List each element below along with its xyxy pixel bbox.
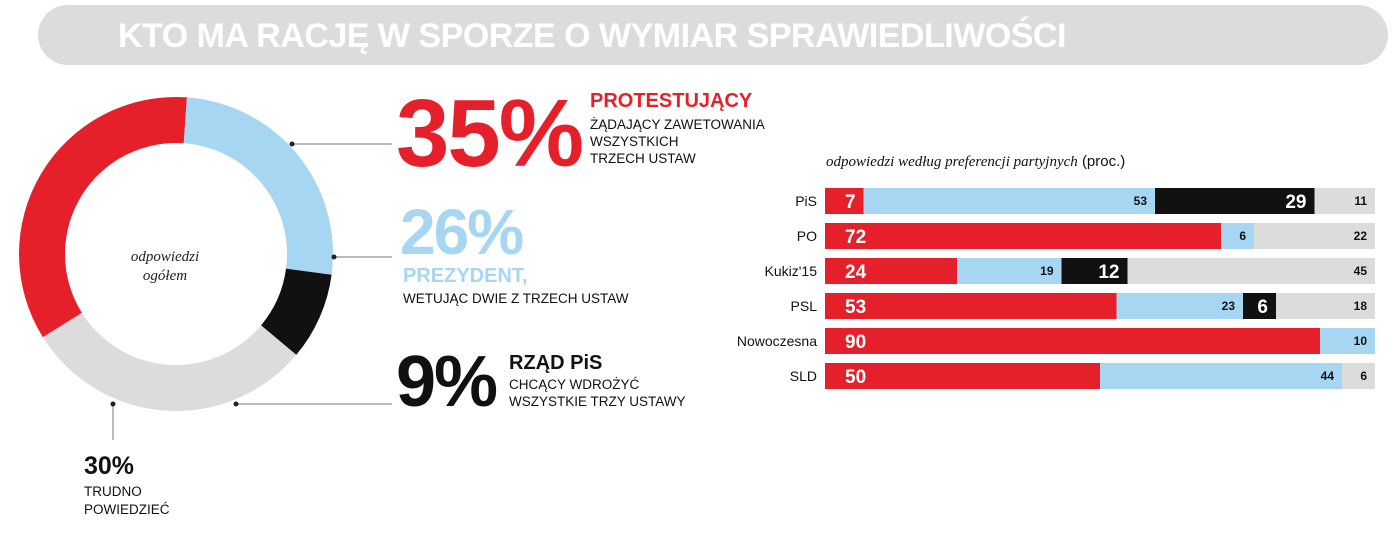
bar-segment-trudno [1254, 223, 1375, 249]
protestujacy-pct: 35% [396, 80, 584, 187]
protestujacy-desc-line3: trzech ustaw [590, 151, 696, 166]
bar-segment-protestujacy [825, 223, 1221, 249]
bar-value-prezydent: 6 [1239, 229, 1246, 243]
breakdown-subtitle-text: odpowiedzi według preferencji partyjnych [826, 154, 1078, 170]
bar-value-trudno: 18 [1354, 299, 1368, 313]
leader-dot-protestujacy [289, 141, 295, 147]
title-banner: KTO MA RACJĘ W SPORZE O WYMIAR SPRAWIEDL… [38, 5, 1388, 65]
bar-value-rzad: 29 [1285, 192, 1306, 213]
party-label: PSL [791, 298, 818, 314]
bar-segment-prezydent [1100, 363, 1342, 389]
rzad-pct: 9% [396, 342, 498, 422]
rzad-desc: chcący wdrożyć wszystkie trzy ustawy [509, 376, 686, 410]
trudno-pct: 30% [84, 452, 135, 480]
bar-segment-protestujacy [825, 328, 1320, 354]
party-label: SLD [790, 368, 817, 384]
donut-chart [19, 96, 392, 440]
breakdown-subtitle-unit: (proc.) [1081, 153, 1126, 170]
bar-segment-trudno [1127, 258, 1375, 284]
page-title: KTO MA RACJĘ W SPORZE O WYMIAR SPRAWIEDL… [118, 17, 1066, 55]
bar-segment-protestujacy [825, 188, 864, 214]
bar-segment-rzad [1243, 293, 1276, 319]
rzad-desc-line1: chcący wdrożyć [509, 377, 640, 392]
bar-value-trudno: 45 [1354, 264, 1368, 278]
bar-value-prezydent: 10 [1354, 334, 1368, 348]
party-bar-chart: PiS 7 53 29 11 PO 72 6 22 Kukiz'15 24 19 12 45 PSL 53 23… [737, 188, 1375, 389]
party-label: PiS [795, 193, 817, 209]
bar-value-protestujacy: 24 [845, 262, 867, 283]
bar-value-protestujacy: 50 [845, 367, 866, 388]
bar-value-protestujacy: 53 [845, 297, 866, 318]
bar-segment-rzad [1155, 188, 1315, 214]
bar-segment-trudno [1314, 188, 1375, 214]
bar-segment-prezydent [957, 258, 1062, 284]
breakdown-subtitle: odpowiedzi według preferencji partyjnych… [826, 153, 1125, 171]
bar-value-prezydent: 53 [1134, 194, 1148, 208]
bar-value-prezydent: 19 [1040, 264, 1054, 278]
rzad-desc-line2: wszystkie trzy ustawy [509, 394, 686, 409]
bar-value-protestujacy: 72 [845, 227, 866, 248]
donut-center-line1: odpowiedzi [130, 249, 200, 265]
bar-value-trudno: 11 [1354, 194, 1367, 208]
bar-value-prezydent: 44 [1321, 369, 1335, 383]
donut-center-line2: ogółem [142, 268, 188, 284]
donut-segment-rzad [261, 268, 332, 355]
protestujacy-desc: żądający zawetowania wszystkich trzech u… [590, 116, 765, 167]
leader-dot-prezydent [331, 254, 337, 260]
prezydent-pct: 26% [400, 196, 524, 268]
bar-value-protestujacy: 90 [845, 332, 866, 353]
bar-value-protestujacy: 7 [845, 192, 856, 213]
bar-segment-protestujacy [825, 293, 1117, 319]
bar-segment-protestujacy [825, 258, 957, 284]
prezydent-title: PREZYDENT, [403, 265, 528, 287]
bar-segment-prezydent [1320, 328, 1375, 354]
bar-value-rzad: 12 [1098, 262, 1119, 283]
trudno-desc-line2: POWIEDZIEĆ [84, 502, 170, 517]
trudno-desc-line1: TRUDNO [84, 484, 142, 499]
party-label: PO [797, 228, 817, 244]
bar-value-trudno: 6 [1360, 369, 1367, 383]
bar-segment-prezydent [863, 188, 1155, 214]
bar-segment-trudno [1342, 363, 1375, 389]
bar-value-prezydent: 23 [1222, 299, 1236, 313]
rzad-title: RZĄD PiS [509, 352, 603, 374]
leader-dot-trudno [110, 401, 116, 407]
party-label: Nowoczesna [737, 333, 817, 349]
protestujacy-desc-line2: wszystkich [590, 134, 679, 149]
bar-value-rzad: 6 [1257, 297, 1268, 318]
bar-segment-trudno [1276, 293, 1375, 319]
donut-segment-protestujacy [19, 96, 187, 338]
protestujacy-desc-line1: żądający zawetowania [590, 117, 765, 132]
bar-segment-prezydent [1221, 223, 1254, 249]
party-label: Kukiz'15 [765, 263, 818, 279]
prezydent-desc: wetując dwie z trzech ustaw [403, 291, 629, 306]
donut-segment-prezydent [183, 97, 333, 275]
bar-segment-protestujacy [825, 363, 1100, 389]
bar-segment-prezydent [1116, 293, 1243, 319]
leader-dot-rzad [233, 401, 239, 407]
bar-segment-rzad [1061, 258, 1128, 284]
protestujacy-title: PROTESTUJĄCY [590, 90, 753, 112]
trudno-desc: TRUDNO POWIEDZIEĆ [84, 483, 170, 519]
donut-segment-trudno [42, 312, 297, 412]
bar-value-trudno: 22 [1354, 229, 1368, 243]
donut-center-label: odpowiedzi ogółem [110, 248, 220, 286]
